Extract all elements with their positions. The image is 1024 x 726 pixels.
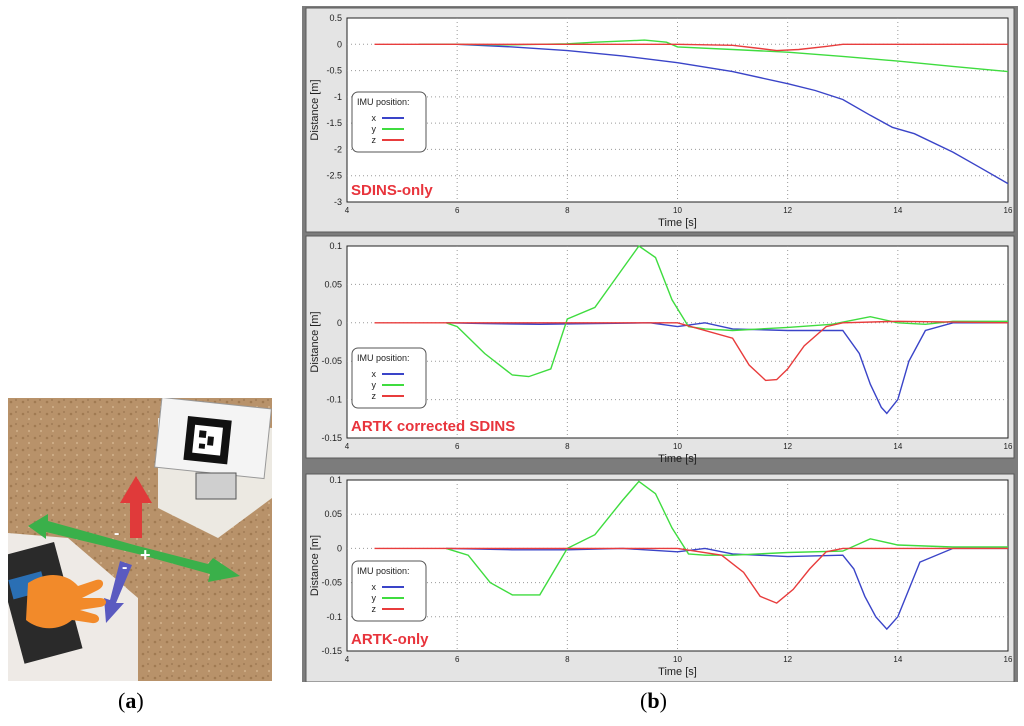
marker-icon bbox=[183, 416, 232, 465]
y-tick-label: -0.15 bbox=[321, 646, 342, 656]
y-axis-label: Distance [m] bbox=[309, 79, 321, 140]
arrow-green-horizontal-icon bbox=[28, 514, 240, 582]
x-tick-label: 14 bbox=[893, 442, 902, 451]
series-line-z bbox=[374, 43, 1008, 52]
y-tick-label: 0.1 bbox=[329, 241, 342, 251]
legend-entry-label: z bbox=[372, 135, 377, 145]
legend-title: IMU position: bbox=[357, 353, 410, 363]
x-tick-label: 10 bbox=[673, 655, 682, 664]
y-tick-label: 0.1 bbox=[329, 475, 342, 485]
y-tick-label: -2 bbox=[334, 144, 342, 154]
panel-label: ARTK corrected SDINS bbox=[351, 418, 515, 435]
y-tick-label: -0.5 bbox=[326, 66, 342, 76]
legend-entry-label: z bbox=[372, 604, 377, 614]
y-tick-label: -0.1 bbox=[326, 395, 342, 405]
legend-entry-label: y bbox=[372, 380, 377, 390]
arrow-blue-diagonal-icon bbox=[104, 561, 132, 623]
y-tick-label: 0.5 bbox=[329, 13, 342, 23]
x-tick-label: 14 bbox=[893, 206, 902, 215]
series-line-y bbox=[445, 480, 1008, 596]
y-tick-label: -1 bbox=[334, 92, 342, 102]
y-tick-label: 0 bbox=[337, 39, 342, 49]
caption-a-close: ) bbox=[136, 688, 144, 713]
y-tick-label: -3 bbox=[334, 197, 342, 207]
x-tick-label: 16 bbox=[1004, 206, 1013, 215]
x-tick-label: 6 bbox=[455, 206, 460, 215]
mount-stand bbox=[195, 472, 237, 500]
x-tick-label: 8 bbox=[565, 442, 570, 451]
y-tick-label: -0.1 bbox=[326, 612, 342, 622]
sign-minus-left: - bbox=[114, 525, 119, 542]
x-tick-label: 16 bbox=[1004, 442, 1013, 451]
hand-icon bbox=[26, 574, 106, 629]
caption-a-open: ( bbox=[118, 688, 126, 713]
chart-1: 4 6 8 10 12 14 16 0.5 0 -0.5 -1 -1.5 -2 -2.5 -3 Time [s… bbox=[305, 7, 1015, 233]
charts-panel: 4 6 8 10 12 14 16 0.5 0 -0.5 -1 -1.5 -2 -2.5 -3 Time [s… bbox=[302, 6, 1018, 682]
caption-b: (b) bbox=[640, 688, 667, 714]
legend-entry-label: y bbox=[372, 593, 377, 603]
chart-3: 4 6 8 10 12 14 16 0.1 0.05 0 -0.05 -0.1 -0.15 Time [s… bbox=[305, 473, 1015, 682]
x-tick-label: 6 bbox=[455, 655, 460, 664]
legend-entry-label: x bbox=[372, 582, 377, 592]
chart-2: 4 6 8 10 12 14 16 0.1 0.05 0 -0.05 -0.1 -0.15 Time [s… bbox=[305, 235, 1015, 465]
x-tick-label: 12 bbox=[783, 655, 792, 664]
panel-label: ARTK-only bbox=[351, 631, 429, 648]
legend: IMU position: xyz bbox=[351, 91, 427, 153]
caption-b-close: ) bbox=[659, 688, 667, 713]
x-tick-label: 16 bbox=[1004, 655, 1013, 664]
x-tick-label: 8 bbox=[565, 655, 570, 664]
y-axis-label: Distance [m] bbox=[309, 311, 321, 372]
y-tick-label: 0.05 bbox=[324, 509, 342, 519]
legend-entry-label: x bbox=[372, 369, 377, 379]
x-tick-label: 12 bbox=[783, 206, 792, 215]
plot-area bbox=[346, 479, 1009, 652]
sign-plus-right: + bbox=[140, 545, 151, 565]
x-axis-label: Time [s] bbox=[658, 453, 697, 465]
caption-b-open: ( bbox=[640, 688, 648, 713]
x-tick-label: 10 bbox=[673, 442, 682, 451]
x-tick-label: 6 bbox=[455, 442, 460, 451]
panel-label: SDINS-only bbox=[351, 182, 433, 199]
legend-entry-label: z bbox=[372, 391, 377, 401]
legend: IMU position: xyz bbox=[351, 560, 427, 622]
x-tick-label: 10 bbox=[673, 206, 682, 215]
x-axis-label: Time [s] bbox=[658, 666, 697, 678]
x-axis-label: Time [s] bbox=[658, 217, 697, 229]
legend-box bbox=[351, 560, 427, 622]
y-tick-label: -0.05 bbox=[321, 578, 342, 588]
x-tick-label: 4 bbox=[345, 655, 350, 664]
caption-a: (a) bbox=[118, 688, 144, 714]
x-tick-label: 4 bbox=[345, 206, 350, 215]
series-line-z bbox=[374, 320, 1009, 382]
legend-title: IMU position: bbox=[357, 97, 410, 107]
y-tick-label: -0.15 bbox=[321, 433, 342, 443]
series-line-x bbox=[446, 322, 1008, 415]
y-axis-label: Distance [m] bbox=[309, 535, 321, 596]
legend-entry-label: y bbox=[372, 124, 377, 134]
series-line-y bbox=[445, 245, 1008, 378]
legend-box bbox=[351, 91, 427, 153]
y-tick-label: -2.5 bbox=[326, 171, 342, 181]
photo-panel: - + - bbox=[8, 398, 272, 681]
legend-box bbox=[351, 347, 427, 409]
x-tick-label: 8 bbox=[565, 206, 570, 215]
x-tick-label: 4 bbox=[345, 442, 350, 451]
y-tick-label: 0.05 bbox=[324, 279, 342, 289]
series-line-z bbox=[374, 547, 1008, 604]
caption-b-letter: b bbox=[647, 688, 660, 713]
legend: IMU position: xyz bbox=[351, 347, 427, 409]
y-tick-label: -0.05 bbox=[321, 356, 342, 366]
caption-a-letter: a bbox=[125, 688, 137, 713]
x-tick-label: 12 bbox=[783, 442, 792, 451]
arrow-red-up-icon bbox=[120, 476, 152, 538]
x-tick-label: 14 bbox=[893, 655, 902, 664]
y-tick-label: 0 bbox=[337, 318, 342, 328]
series-line-x bbox=[418, 43, 1009, 185]
sign-minus-down: - bbox=[122, 559, 127, 576]
y-tick-label: -1.5 bbox=[326, 118, 342, 128]
legend-entry-label: x bbox=[372, 113, 377, 123]
legend-title: IMU position: bbox=[357, 566, 410, 576]
y-tick-label: 0 bbox=[337, 543, 342, 553]
